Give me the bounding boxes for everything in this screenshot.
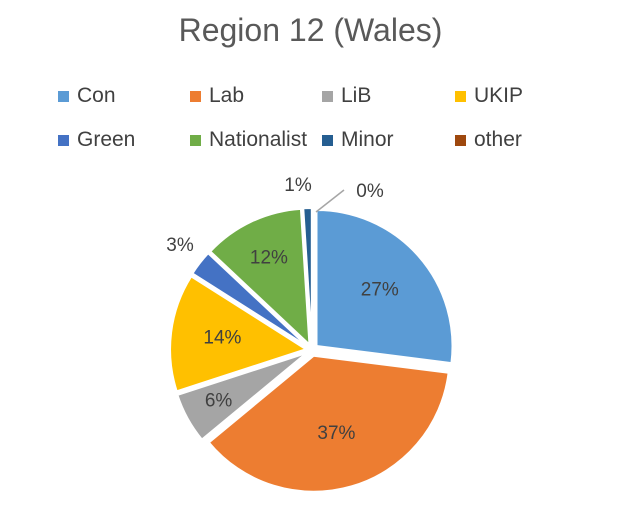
legend-swatch-green bbox=[58, 134, 69, 146]
legend-item-lab: Lab bbox=[190, 84, 244, 108]
data-label-lib: 6% bbox=[205, 390, 233, 411]
pie-slice-minor bbox=[302, 207, 313, 345]
pie-slice-lib bbox=[176, 351, 308, 441]
legend-swatch-other bbox=[455, 134, 466, 146]
legend-swatch-lib bbox=[322, 90, 333, 102]
pie-slice-nationalist bbox=[208, 207, 311, 348]
legend-item-green: Green bbox=[58, 128, 135, 152]
legend-label-con: Con bbox=[77, 84, 116, 107]
legend-swatch-ukip bbox=[455, 90, 466, 102]
pie-slice-lab bbox=[207, 354, 450, 493]
legend-item-nationalist: Nationalist bbox=[190, 128, 307, 152]
data-label-other: 0% bbox=[356, 181, 384, 202]
legend-item-ukip: UKIP bbox=[455, 84, 523, 108]
legend-label-green: Green bbox=[77, 128, 136, 151]
legend-label-lab: Lab bbox=[209, 84, 245, 107]
data-label-lab: 37% bbox=[317, 423, 355, 444]
data-label-ukip: 14% bbox=[203, 328, 241, 349]
legend-label-nationalist: Nationalist bbox=[209, 128, 308, 151]
data-label-minor: 1% bbox=[284, 175, 312, 196]
data-label-con: 27% bbox=[361, 279, 399, 300]
legend-label-ukip: UKIP bbox=[474, 84, 524, 107]
legend-label-minor: Minor bbox=[341, 128, 394, 151]
data-label-green: 3% bbox=[166, 235, 194, 256]
legend-swatch-nationalist bbox=[190, 134, 201, 146]
legend-label-lib: LiB bbox=[341, 84, 372, 107]
leader-line-other bbox=[315, 189, 345, 213]
legend-item-lib: LiB bbox=[322, 84, 371, 108]
pie-slice-con bbox=[315, 209, 454, 365]
chart-legend: Con Lab LiB UKIP Green Nationalist Minor… bbox=[0, 0, 621, 160]
legend-item-other: other bbox=[455, 128, 522, 152]
pie-slice-ukip bbox=[169, 274, 309, 393]
legend-swatch-minor bbox=[322, 134, 333, 146]
legend-item-minor: Minor bbox=[322, 128, 394, 152]
legend-item-con: Con bbox=[58, 84, 116, 108]
legend-label-other: other bbox=[474, 128, 522, 151]
pie-slice-green bbox=[191, 251, 308, 348]
legend-swatch-lab bbox=[190, 90, 201, 102]
data-label-nationalist: 12% bbox=[250, 247, 288, 268]
chart-title: Region 12 (Wales) bbox=[178, 12, 443, 48]
legend-swatch-con bbox=[58, 90, 69, 102]
